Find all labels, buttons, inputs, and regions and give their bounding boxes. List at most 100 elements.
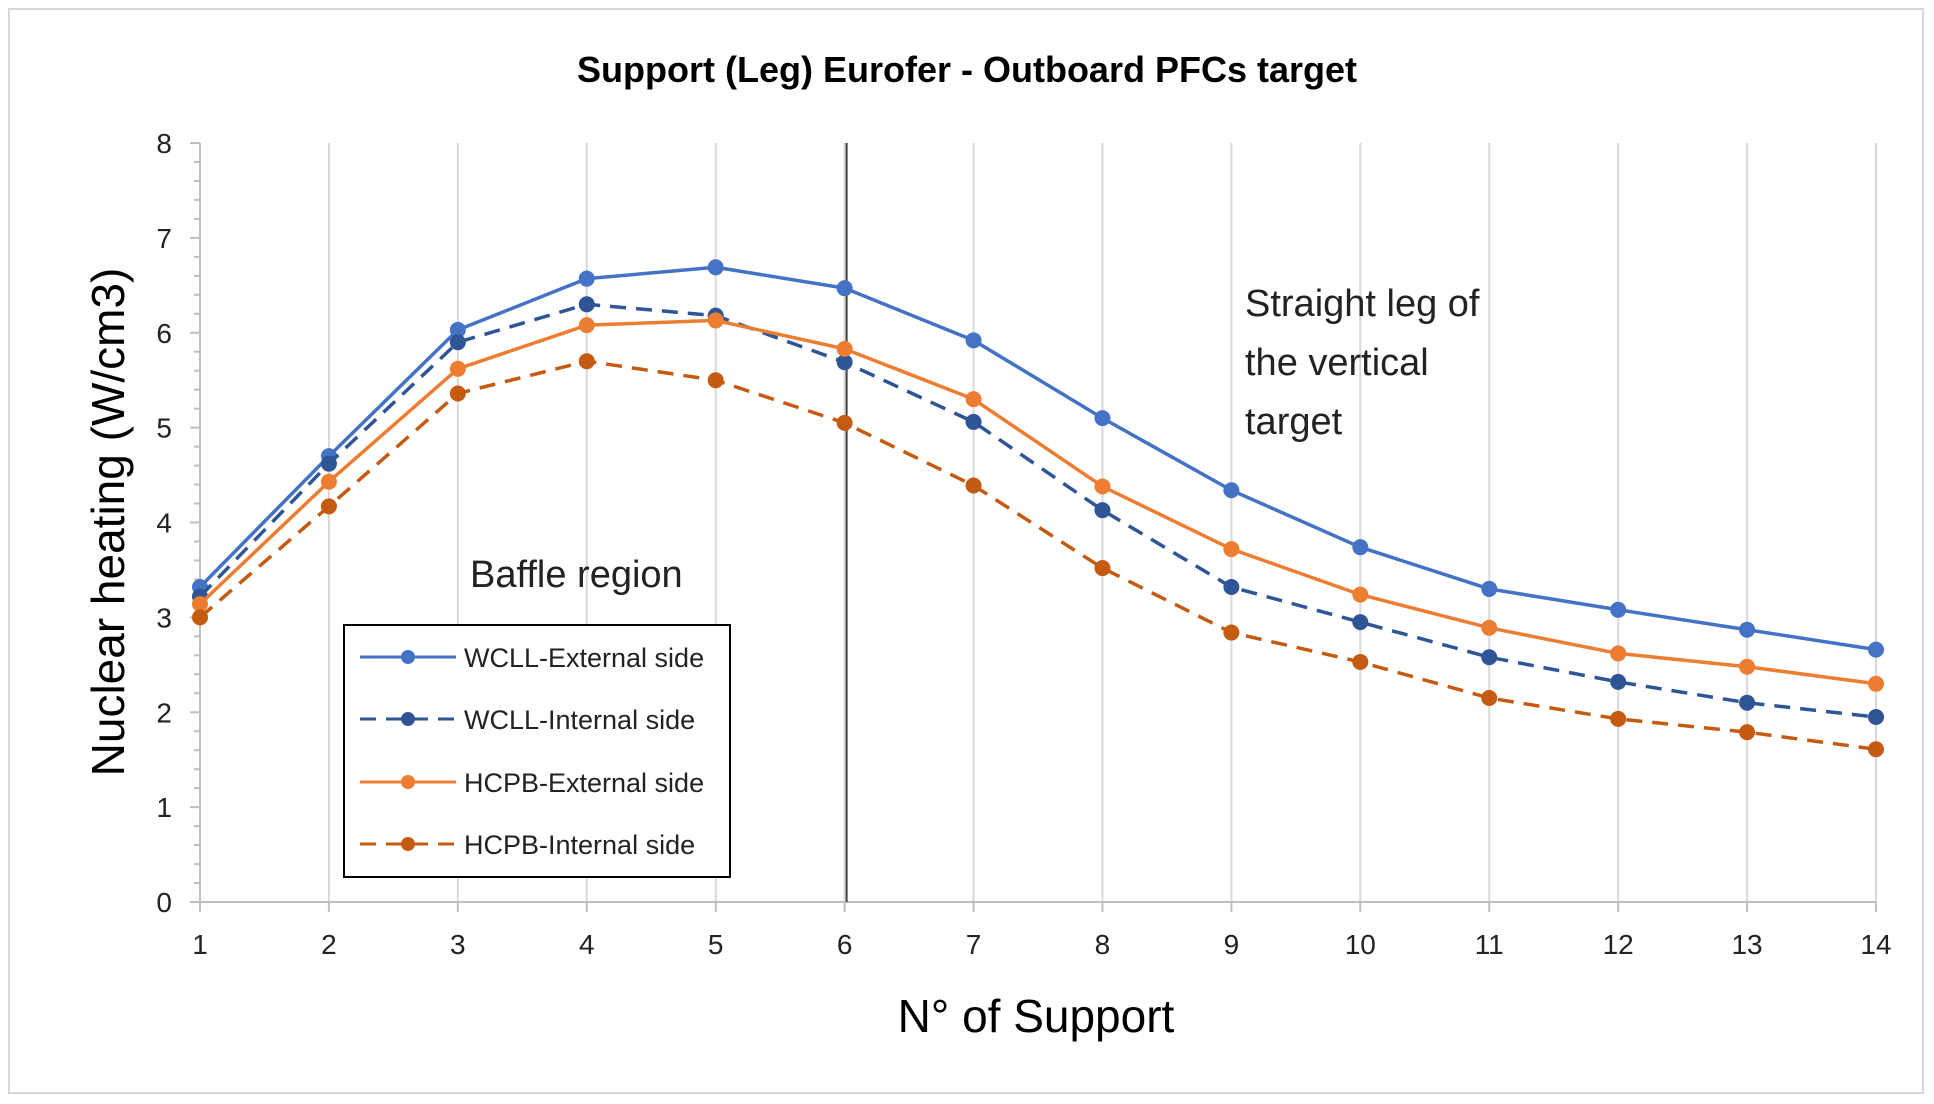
x-tick-labels: 1 2 3 4 5 6 7 8 9 10 11 12 13 14 <box>192 929 1891 960</box>
legend-label: HCPB-External side <box>464 768 704 798</box>
data-point <box>1739 621 1756 638</box>
data-point <box>707 259 724 276</box>
y-tick-label: 2 <box>156 697 172 728</box>
chart-frame <box>8 8 1924 1094</box>
data-point <box>1094 478 1111 495</box>
x-tick-label: 8 <box>1095 929 1111 960</box>
data-point <box>965 413 982 430</box>
legend-marker <box>401 650 415 664</box>
x-tick-label: 14 <box>1860 929 1891 960</box>
data-point <box>965 332 982 349</box>
x-tick-label: 12 <box>1603 929 1634 960</box>
data-point <box>707 312 724 329</box>
data-point <box>192 609 208 626</box>
data-point <box>1481 619 1498 636</box>
data-point <box>707 372 724 389</box>
x-tick-label: 13 <box>1731 929 1762 960</box>
data-point <box>1223 541 1240 558</box>
data-point <box>965 477 982 494</box>
legend-item-wcll-external: WCLL-External side <box>360 643 704 673</box>
legend-marker <box>401 837 415 851</box>
y-tick-label: 6 <box>156 318 172 349</box>
data-point <box>1739 724 1756 741</box>
x-tick-label: 11 <box>1475 929 1504 960</box>
data-point <box>1223 624 1240 641</box>
data-point <box>1352 653 1369 670</box>
y-tick-label: 7 <box>156 223 172 254</box>
annotation-straight-leg-line-1: Straight leg of <box>1245 283 1480 325</box>
data-point <box>965 391 982 408</box>
data-point <box>1094 502 1111 519</box>
data-point <box>449 321 466 338</box>
data-point <box>1352 586 1369 603</box>
series-hcpb-external-side <box>192 312 1884 692</box>
series-line <box>198 265 1877 652</box>
data-point <box>836 354 853 371</box>
series-layer <box>192 259 1884 758</box>
data-point <box>578 296 595 313</box>
data-point <box>836 280 853 297</box>
x-tick-label: 5 <box>708 929 724 960</box>
data-point <box>320 498 337 515</box>
series-line <box>198 302 1877 719</box>
series-line <box>198 318 1877 686</box>
x-tick-label: 3 <box>450 929 466 960</box>
y-axis-label: Nuclear heating (W/cm3) <box>82 268 134 777</box>
data-point <box>1610 673 1627 690</box>
annotation-baffle-region: Baffle region <box>470 554 683 596</box>
data-point <box>1868 708 1884 725</box>
x-tick-label: 9 <box>1224 929 1240 960</box>
data-point <box>836 414 853 431</box>
data-point <box>1739 658 1756 675</box>
x-tick-label: 7 <box>966 929 982 960</box>
data-point <box>192 596 208 613</box>
y-tick-label: 8 <box>156 128 172 159</box>
data-point <box>1352 614 1369 631</box>
grid <box>327 143 1877 902</box>
data-point <box>1868 675 1884 692</box>
data-point <box>449 385 466 402</box>
legend-marker <box>401 712 415 726</box>
data-point <box>578 270 595 287</box>
data-point <box>1868 641 1884 658</box>
data-point <box>1481 690 1498 707</box>
data-point <box>1481 580 1498 597</box>
data-point <box>578 353 595 370</box>
legend-item-wcll-internal: WCLL-Internal side <box>360 705 695 735</box>
data-point <box>1094 560 1111 577</box>
data-point <box>320 473 337 490</box>
x-tick-label: 1 <box>192 929 208 960</box>
y-tick-label: 0 <box>156 887 172 918</box>
legend-label: WCLL-Internal side <box>464 705 695 735</box>
data-point <box>836 340 853 357</box>
data-point <box>1610 710 1627 727</box>
data-point <box>578 317 595 334</box>
data-point <box>1739 694 1756 711</box>
data-point <box>1223 482 1240 499</box>
x-tick-label: 2 <box>321 929 337 960</box>
x-axis-label: N° of Support <box>898 990 1175 1042</box>
data-point <box>1223 579 1240 596</box>
legend-marker <box>401 775 415 789</box>
annotation-straight-leg-line-3: target <box>1245 401 1343 443</box>
data-point <box>449 334 466 351</box>
chart-title: Support (Leg) Eurofer - Outboard PFCs ta… <box>577 49 1357 90</box>
data-point <box>1481 649 1498 666</box>
data-point <box>449 360 466 377</box>
y-tick-label: 3 <box>156 602 172 633</box>
series-hcpb-internal-side <box>192 353 1884 758</box>
legend: WCLL-External side WCLL-Internal side HC… <box>343 624 731 878</box>
data-point <box>320 455 337 472</box>
legend-box <box>343 624 731 878</box>
x-tick-label: 10 <box>1345 929 1376 960</box>
y-tick-label: 5 <box>156 413 172 444</box>
x-tick-label: 6 <box>837 929 853 960</box>
annotation-straight-leg-line-2: the vertical <box>1245 342 1429 384</box>
legend-label: WCLL-External side <box>464 643 704 673</box>
legend-item-hcpb-external: HCPB-External side <box>360 768 704 798</box>
data-point <box>1094 410 1111 427</box>
legend-label: HCPB-Internal side <box>464 830 695 860</box>
y-tick-label: 4 <box>156 508 172 539</box>
series-wcll-internal-side <box>192 296 1884 725</box>
